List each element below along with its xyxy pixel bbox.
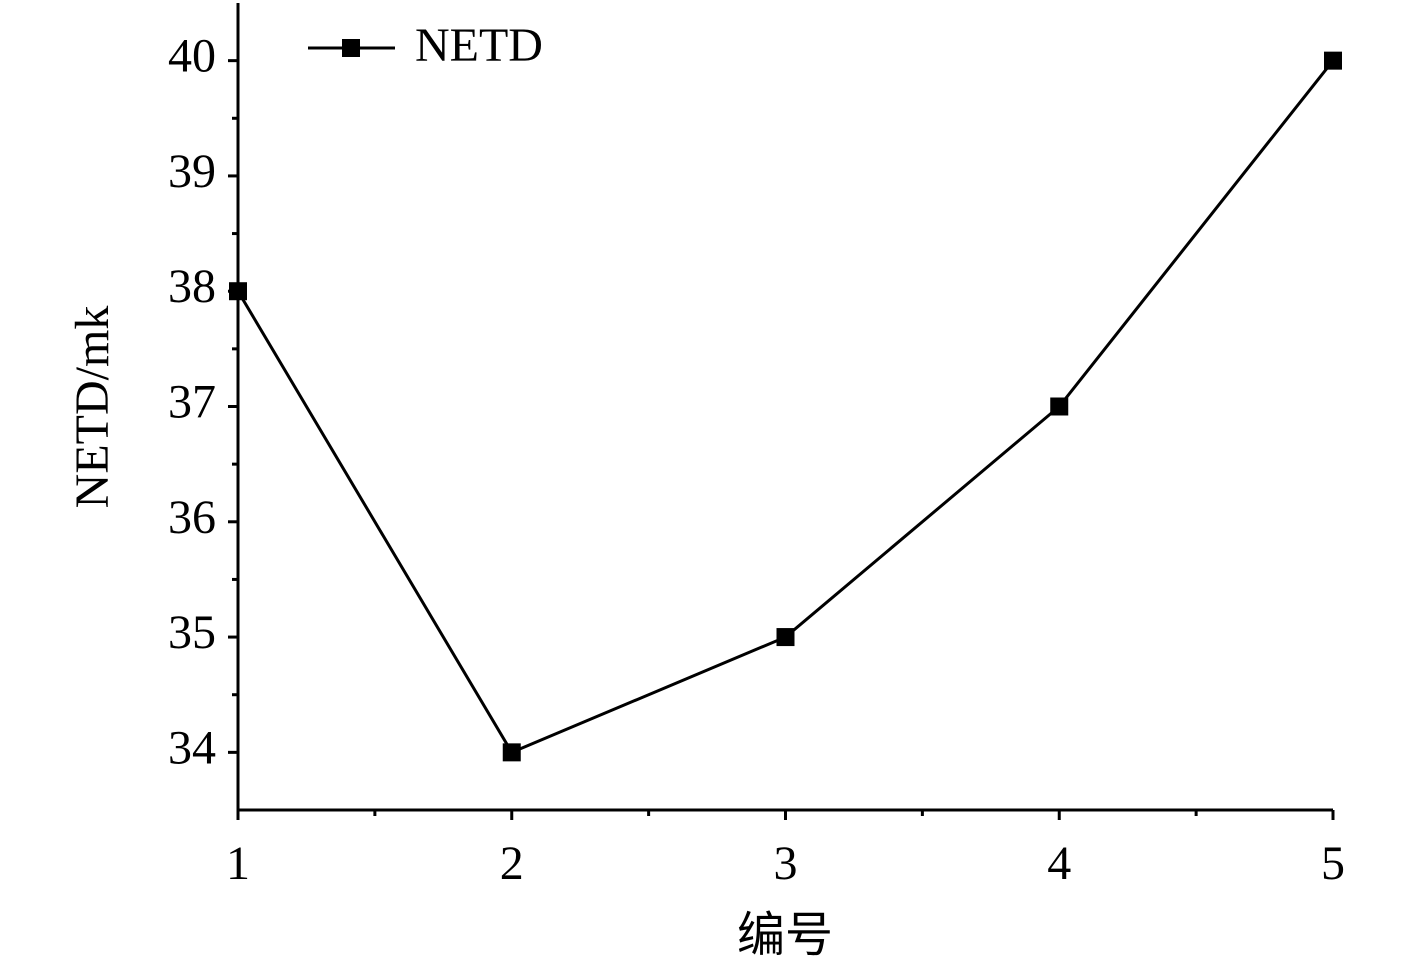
y-tick-label: 36	[168, 491, 216, 544]
x-tick-label: 2	[500, 837, 524, 890]
legend-marker	[342, 39, 360, 57]
point-marker	[1050, 397, 1069, 416]
x-tick-label: 5	[1321, 837, 1345, 890]
point-marker	[1324, 51, 1342, 70]
y-axis-label: NETD/mk	[66, 306, 119, 509]
x-tick-label: 3	[774, 837, 798, 890]
y-tick-label: 38	[168, 260, 216, 313]
y-tick-label: 40	[168, 30, 216, 83]
legend-label: NETD	[415, 19, 543, 72]
y-tick-label: 34	[168, 721, 216, 774]
point-marker	[776, 628, 795, 647]
y-tick-label: 35	[168, 606, 216, 659]
point-marker	[229, 282, 247, 301]
x-tick-label: 4	[1047, 837, 1071, 890]
x-axis-label: 编号	[737, 909, 833, 962]
y-tick-label: 39	[168, 145, 216, 198]
series-line	[236, 59, 1335, 755]
point-marker	[502, 743, 521, 762]
y-tick-label: 37	[168, 376, 216, 429]
x-tick-label: 1	[226, 837, 250, 890]
